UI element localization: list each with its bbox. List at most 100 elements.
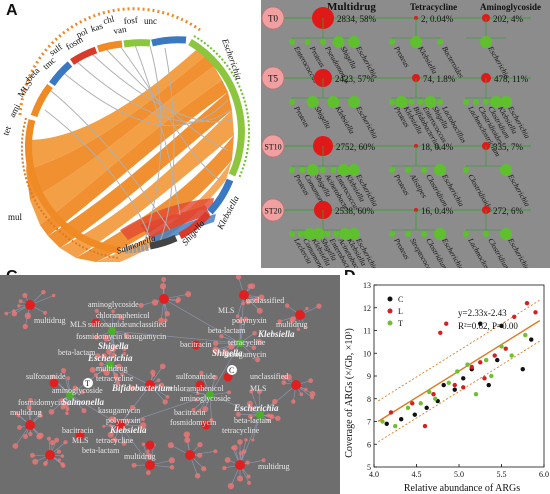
host-node [483,231,489,237]
label-chl: chl [102,13,116,25]
node-mls-l2: MLS [72,436,88,445]
host-node [500,164,512,176]
node-unclassified-r2: unclassified [250,372,288,381]
host-node [304,39,311,45]
node-klebsiella-l: Klebsiella [109,425,147,435]
arg-value-ST10-0: 2752, 60% [336,142,376,152]
x-tick-label: 4.5 [412,470,422,479]
y-tick-label: 9 [367,372,371,381]
point-T [489,373,494,379]
node-bacitracin-r2: bacitracin [174,408,206,417]
arg-value-T5-0: 2423, 57% [335,74,375,84]
label-tmc: tmc [41,55,58,71]
chord-outer-ring [20,35,250,259]
node-beta-lactam-tr: beta-lactam [208,326,246,335]
node-salmonella: Salmonella [62,397,105,407]
co-occurrence-network: aminoglycoside chloramphenicol MLS sulfo… [0,275,340,494]
label-mul: mul [8,212,23,222]
y-tick-label: 5 [367,463,371,472]
host-node [297,231,304,237]
node-mls-top: MLS [70,320,86,329]
node-chloramphenicol-top: chloramphenicol [96,311,151,320]
host-node [348,36,360,48]
host-node [348,228,360,240]
node-unclassified-top: unclassified [128,320,166,329]
marker-c: C [227,365,237,375]
host-node [408,99,415,105]
chord-diagram: tet ami MLS beta tmc sulf fosm pol kas c… [0,7,250,262]
host-node [389,231,395,237]
host-node [389,99,395,105]
node-shigella-l: Shigella [98,341,129,351]
label-van: van [113,24,128,36]
y-tick-label: 6 [367,440,371,449]
point-L [452,382,457,388]
row-node-ST10 [261,134,285,158]
point-C [478,321,483,326]
point-C [529,337,534,342]
point-L [482,376,487,381]
node-multidrug-mid: multidrug [96,364,128,373]
chart-equation: y=2.33x-2.43 [458,308,507,318]
point-C [399,417,404,422]
hub-node [239,290,249,300]
point-L [444,321,449,326]
host-node [490,96,502,108]
node-sulfonamide-top: sulfonamide [88,320,128,329]
hub-node [106,361,114,369]
point-L [431,392,436,397]
hub-node [295,310,305,320]
marker-t: T [83,378,93,388]
node-unclassified-tr: unclassified [246,296,284,305]
point-T [393,423,398,429]
node-beta-lactam-r2: beta-lactam [234,416,272,425]
host-node [339,228,352,240]
host-node [312,228,325,240]
host-node [306,96,319,108]
host-node [410,36,422,48]
point-C [452,387,457,392]
row-label-T0: T0 [268,14,278,24]
arg-host-network: Multidrug Tetracycline Aminoglycoside T0 283… [261,0,550,268]
arg-value-T0-0: 2834, 58% [337,14,377,24]
hub-node [159,294,169,304]
node-bacitracin-tr: bacitracin [180,340,212,349]
node-shigella-r: Shigella [212,348,243,358]
x-tick-label: 4.0 [369,470,379,479]
y-tick-label: 8 [367,395,371,404]
host-node [437,39,443,45]
panel-label-a: A [6,2,18,19]
legend-marker-C [387,296,393,302]
point-L [492,353,497,358]
arg-value-ST10-2: 335, 7% [493,142,524,152]
hub-node [145,380,155,390]
node-bacitracin-l2: bacitracin [62,426,94,435]
point-C [461,376,466,381]
point-T [405,405,411,411]
hub-node [25,300,35,310]
host-node [348,164,360,176]
arg-value-ST20-1: 16, 0.4% [421,206,454,216]
row-label-T5: T5 [268,74,278,84]
host-node [389,39,395,45]
chart-ylabel: Coverage of ARGs (×/Gb, ×10³) [344,328,355,458]
arg-value-T0-1: 2, 0.04% [421,14,454,24]
panel-b-background [261,0,550,268]
point-L [503,346,508,351]
host-node [434,228,446,240]
host-node [463,99,469,105]
hub-node [256,411,264,419]
marker-c-label: C [229,366,234,375]
legend-marker-T [387,320,393,326]
host-node [500,228,512,240]
label-kas: kas [90,21,105,34]
hub-node [66,391,74,399]
node-kasugamycin-l2: kasugamycin [98,406,140,415]
point-T [499,344,504,349]
chord-tick-ring [18,7,201,116]
host-node [500,96,512,108]
label-unc: unc [144,16,157,26]
host-node [330,167,337,173]
host-node [289,231,295,237]
point-T [427,389,432,395]
